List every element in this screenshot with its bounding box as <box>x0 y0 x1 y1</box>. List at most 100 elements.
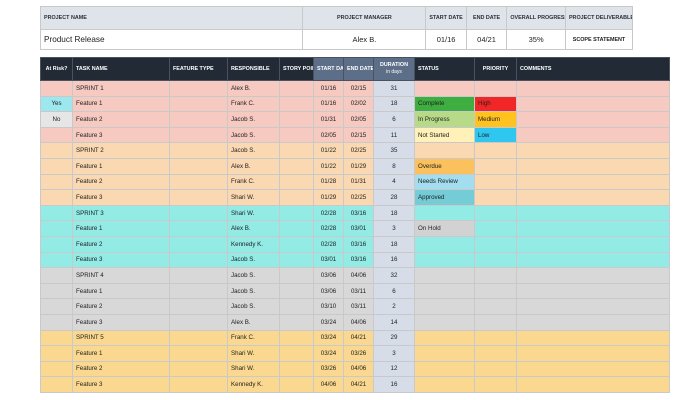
priority-cell[interactable] <box>474 173 517 191</box>
comments-cell[interactable] <box>516 126 670 144</box>
story-points-cell[interactable] <box>279 376 314 393</box>
status-cell[interactable]: Needs Review <box>414 173 475 191</box>
comments-cell[interactable] <box>516 251 670 269</box>
duration-cell[interactable]: 18 <box>373 95 415 113</box>
responsible-cell[interactable]: Alex B. <box>227 157 280 175</box>
duration-cell[interactable]: 14 <box>373 313 415 331</box>
start-date-cell[interactable]: 03/06 <box>313 282 344 300</box>
feature-type-cell[interactable] <box>169 157 228 175</box>
end-date-cell[interactable]: 03/01 <box>343 220 374 237</box>
end-date-cell[interactable]: 01/29 <box>343 157 374 175</box>
priority-cell[interactable] <box>474 298 517 315</box>
comments-cell[interactable] <box>516 173 670 191</box>
at-risk-cell[interactable] <box>40 313 73 331</box>
status-cell[interactable]: Complete <box>414 95 475 113</box>
responsible-cell[interactable]: Frank C. <box>227 173 280 191</box>
project-manager-value[interactable]: Alex B. <box>302 29 427 50</box>
task-name-cell[interactable]: Feature 1 <box>72 220 170 237</box>
duration-cell[interactable]: 8 <box>373 157 415 175</box>
end-date-cell[interactable]: 04/06 <box>343 313 374 331</box>
end-date-cell[interactable]: 04/06 <box>343 267 374 284</box>
story-points-cell[interactable] <box>279 345 314 362</box>
priority-cell[interactable] <box>474 204 517 222</box>
status-cell[interactable] <box>414 204 475 222</box>
status-cell[interactable]: Approved <box>414 189 475 206</box>
responsible-cell[interactable]: Jacob S. <box>227 142 280 159</box>
story-points-cell[interactable] <box>279 267 314 284</box>
duration-cell[interactable]: 12 <box>373 360 415 378</box>
feature-type-cell[interactable] <box>169 282 228 300</box>
at-risk-cell[interactable] <box>40 80 73 97</box>
at-risk-cell[interactable] <box>40 220 73 237</box>
feature-type-cell[interactable] <box>169 235 228 253</box>
at-risk-cell[interactable] <box>40 189 73 206</box>
start-date-cell[interactable]: 01/16 <box>313 80 344 97</box>
end-date-cell[interactable]: 02/15 <box>343 80 374 97</box>
duration-cell[interactable]: 31 <box>373 80 415 97</box>
start-date-cell[interactable]: 01/28 <box>313 173 344 191</box>
task-name-cell[interactable]: Feature 2 <box>72 111 170 128</box>
end-date-cell[interactable]: 03/16 <box>343 204 374 222</box>
duration-cell[interactable]: 29 <box>373 329 415 347</box>
at-risk-cell[interactable] <box>40 157 73 175</box>
start-date-cell[interactable]: 01/22 <box>313 142 344 159</box>
status-cell[interactable]: Not Started <box>414 126 475 144</box>
responsible-cell[interactable]: Kennedy K. <box>227 376 280 393</box>
task-name-cell[interactable]: Feature 3 <box>72 376 170 393</box>
responsible-cell[interactable]: Alex B. <box>227 313 280 331</box>
start-date-cell[interactable]: 03/10 <box>313 298 344 315</box>
start-date-cell[interactable]: 01/16 <box>313 95 344 113</box>
story-points-cell[interactable] <box>279 313 314 331</box>
responsible-cell[interactable]: Shari W. <box>227 189 280 206</box>
comments-cell[interactable] <box>516 220 670 237</box>
responsible-cell[interactable]: Alex B. <box>227 220 280 237</box>
story-points-cell[interactable] <box>279 189 314 206</box>
end-date-cell[interactable]: 03/11 <box>343 298 374 315</box>
responsible-cell[interactable]: Frank C. <box>227 329 280 347</box>
at-risk-cell[interactable]: Yes <box>40 95 73 113</box>
comments-cell[interactable] <box>516 329 670 347</box>
comments-cell[interactable] <box>516 111 670 128</box>
task-name-cell[interactable]: Feature 1 <box>72 282 170 300</box>
comments-cell[interactable] <box>516 204 670 222</box>
feature-type-cell[interactable] <box>169 204 228 222</box>
comments-cell[interactable] <box>516 142 670 159</box>
duration-cell[interactable]: 32 <box>373 267 415 284</box>
end-date-cell[interactable]: 03/16 <box>343 251 374 269</box>
priority-cell[interactable] <box>474 376 517 393</box>
task-name-cell[interactable]: Feature 3 <box>72 313 170 331</box>
task-name-cell[interactable]: SPRINT 3 <box>72 204 170 222</box>
priority-cell[interactable]: Medium <box>474 111 517 128</box>
story-points-cell[interactable] <box>279 251 314 269</box>
responsible-cell[interactable]: Shari W. <box>227 360 280 378</box>
duration-cell[interactable]: 6 <box>373 111 415 128</box>
feature-type-cell[interactable] <box>169 376 228 393</box>
end-date-cell[interactable]: 02/25 <box>343 189 374 206</box>
feature-type-cell[interactable] <box>169 111 228 128</box>
responsible-cell[interactable]: Alex B. <box>227 80 280 97</box>
responsible-cell[interactable]: Shari W. <box>227 345 280 362</box>
duration-cell[interactable]: 16 <box>373 251 415 269</box>
story-points-cell[interactable] <box>279 220 314 237</box>
story-points-cell[interactable] <box>279 282 314 300</box>
at-risk-cell[interactable] <box>40 126 73 144</box>
start-date-cell[interactable]: 01/31 <box>313 111 344 128</box>
at-risk-cell[interactable] <box>40 204 73 222</box>
task-name-cell[interactable]: Feature 2 <box>72 298 170 315</box>
duration-cell[interactable]: 18 <box>373 235 415 253</box>
at-risk-cell[interactable] <box>40 173 73 191</box>
start-date-cell[interactable]: 02/28 <box>313 204 344 222</box>
story-points-cell[interactable] <box>279 157 314 175</box>
project-end-value[interactable]: 04/21 <box>465 29 508 50</box>
duration-cell[interactable]: 4 <box>373 173 415 191</box>
priority-cell[interactable] <box>474 360 517 378</box>
comments-cell[interactable] <box>516 189 670 206</box>
comments-cell[interactable] <box>516 376 670 393</box>
comments-cell[interactable] <box>516 235 670 253</box>
at-risk-cell[interactable] <box>40 251 73 269</box>
status-cell[interactable]: Overdue <box>414 157 475 175</box>
duration-cell[interactable]: 6 <box>373 282 415 300</box>
end-date-cell[interactable]: 01/31 <box>343 173 374 191</box>
priority-cell[interactable] <box>474 345 517 362</box>
task-name-cell[interactable]: Feature 3 <box>72 126 170 144</box>
